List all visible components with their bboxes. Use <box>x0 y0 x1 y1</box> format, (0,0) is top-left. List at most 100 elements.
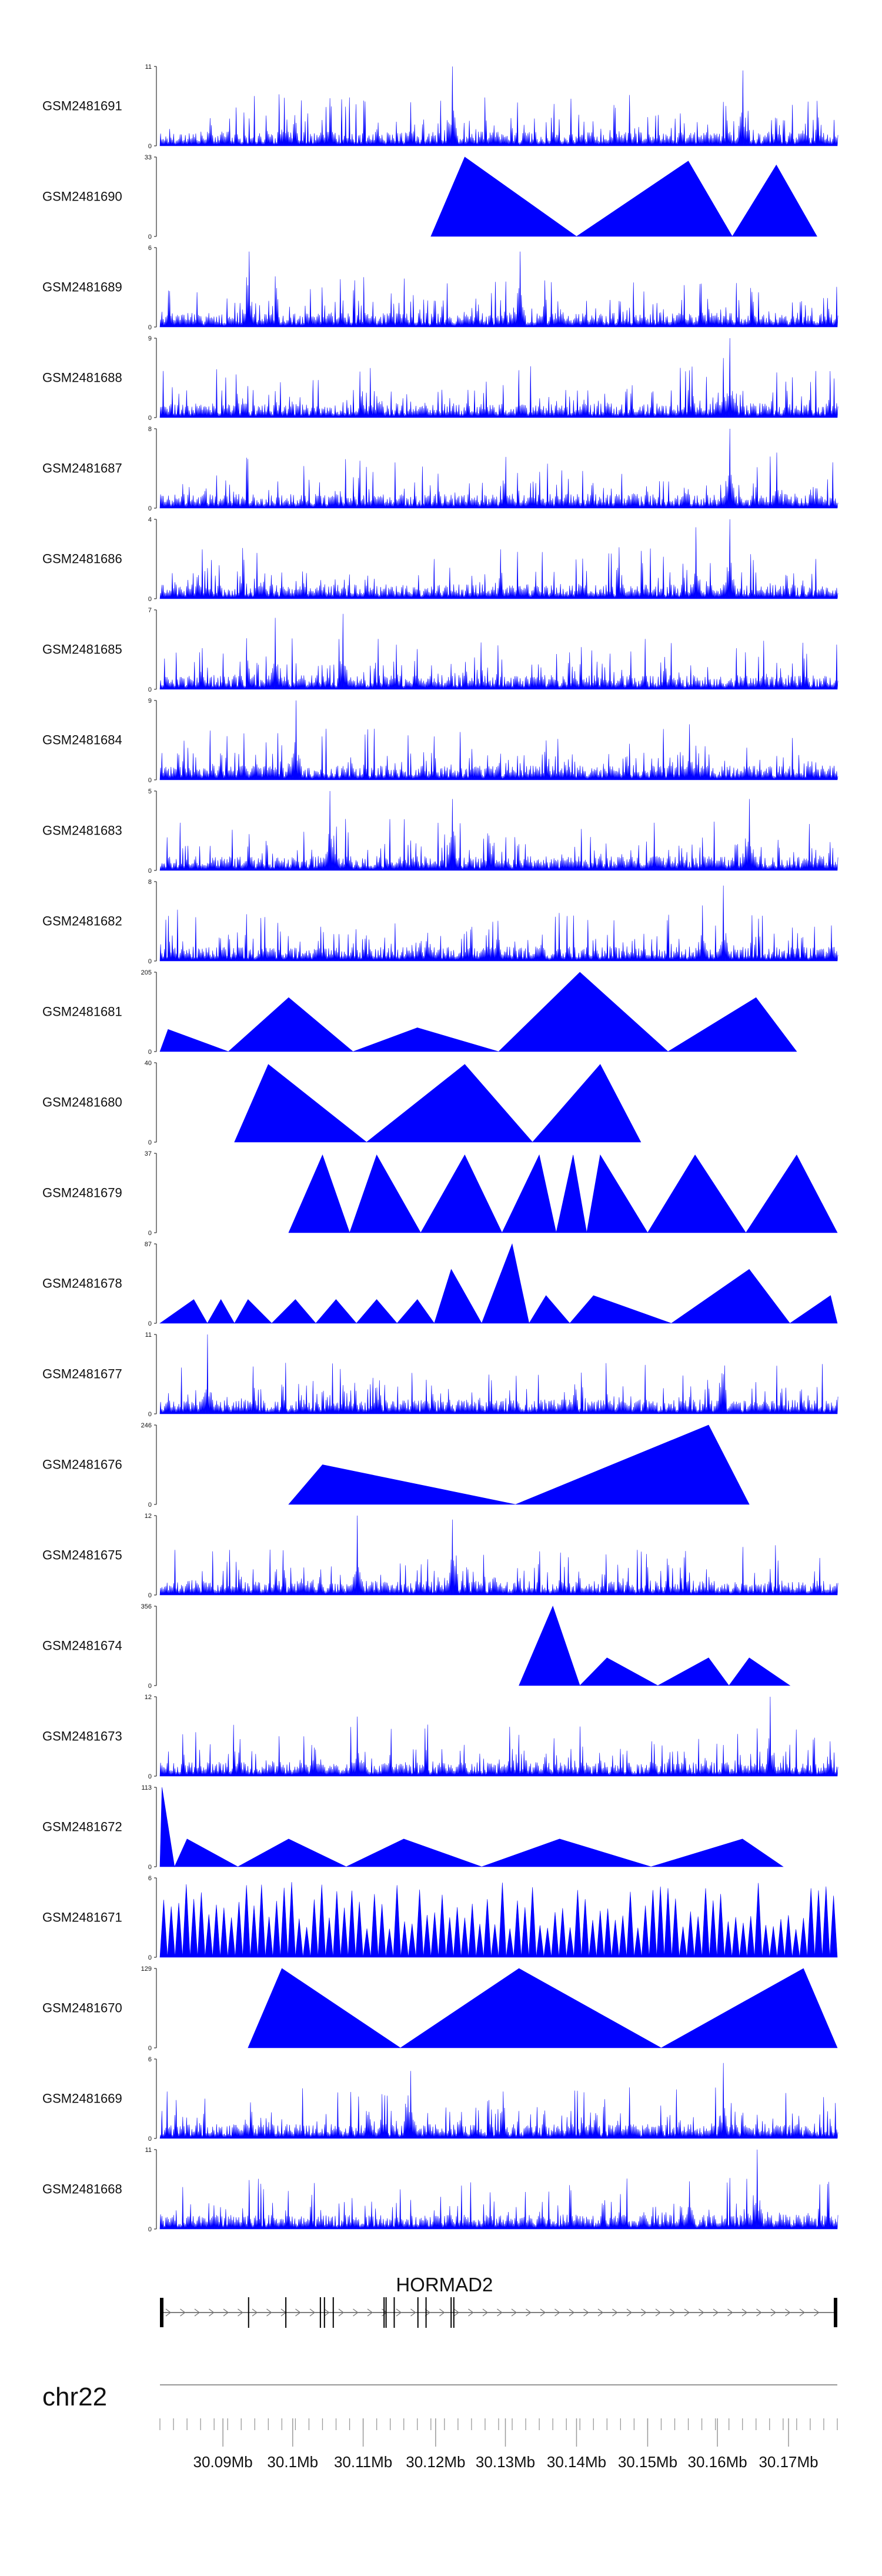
strand-arrow <box>641 2308 647 2317</box>
x-tick-label: 30.14Mb <box>547 2453 606 2471</box>
strand-arrow <box>497 2308 503 2317</box>
strand-arrow <box>597 2308 604 2317</box>
exon <box>385 2297 387 2328</box>
track-label: GSM2481678 <box>42 1276 122 1291</box>
coverage-area <box>288 1154 838 1233</box>
strand-arrow <box>554 2308 560 2317</box>
coverage-area <box>159 885 838 962</box>
y-tick-label-max: 5 <box>148 788 152 795</box>
y-tick-label-min: 0 <box>148 2135 152 2143</box>
y-tick-label-max: 246 <box>141 1422 152 1429</box>
track-label: GSM2481670 <box>42 2001 122 2016</box>
y-tick-label-min: 0 <box>148 1592 152 1599</box>
strand-arrow <box>583 2308 589 2317</box>
track-label: GSM2481680 <box>42 1095 122 1110</box>
y-tick-label-min: 0 <box>148 777 152 784</box>
exon <box>332 2297 334 2328</box>
coverage-area <box>159 972 797 1052</box>
strand-arrow <box>266 2308 272 2317</box>
y-tick-label-max: 11 <box>145 2147 152 2154</box>
x-tick-label: 30.16Mb <box>688 2453 747 2471</box>
x-tick-label: 30.15Mb <box>618 2453 677 2471</box>
y-tick-label-max: 9 <box>148 698 152 705</box>
track-label: GSM2481675 <box>42 1548 122 1563</box>
strand-arrow <box>814 2308 820 2317</box>
y-tick-label-min: 0 <box>148 686 152 693</box>
strand-arrow <box>453 2308 460 2317</box>
y-tick-label-min: 0 <box>148 415 152 422</box>
strand-arrow <box>727 2308 733 2317</box>
y-tick-label-max: 113 <box>141 1784 152 1791</box>
exon <box>453 2297 455 2328</box>
coverage-area <box>159 1696 838 1777</box>
x-tick-label: 30.1Mb <box>267 2453 318 2471</box>
strand-arrow <box>367 2308 373 2317</box>
strand-arrow <box>756 2308 762 2317</box>
gene-name: HORMAD2 <box>396 2274 493 2295</box>
y-tick-label-max: 33 <box>145 154 152 161</box>
track-label: GSM2481669 <box>42 2091 122 2106</box>
strand-arrow <box>569 2308 575 2317</box>
y-tick-label-max: 4 <box>148 516 152 523</box>
strand-arrow <box>713 2308 719 2317</box>
y-tick-label-min: 0 <box>148 596 152 603</box>
y-tick-label-max: 129 <box>141 1966 152 1973</box>
exon <box>417 2297 419 2328</box>
track-label: GSM2481668 <box>42 2182 122 2197</box>
coverage-area <box>234 1064 642 1143</box>
track-label: GSM2481677 <box>42 1367 122 1382</box>
strand-arrow <box>194 2308 201 2317</box>
exon <box>160 2298 163 2327</box>
strand-arrow <box>165 2308 172 2317</box>
strand-arrow <box>439 2308 445 2317</box>
track-label: GSM2481683 <box>42 823 122 838</box>
y-tick-label-min: 0 <box>148 143 152 150</box>
x-tick-label: 30.13Mb <box>476 2453 535 2471</box>
coverage-area <box>159 613 838 690</box>
coverage-area <box>248 1968 838 2048</box>
y-tick-label-max: 37 <box>145 1150 152 1157</box>
strand-arrow <box>410 2308 416 2317</box>
y-tick-label-min: 0 <box>148 1320 152 1327</box>
track-label: GSM2481681 <box>42 1005 122 1019</box>
y-tick-label-min: 0 <box>148 1501 152 1509</box>
x-tick-label: 30.11Mb <box>334 2453 392 2471</box>
coverage-area <box>159 790 838 871</box>
strand-arrow <box>670 2308 676 2317</box>
y-tick-label-min: 0 <box>148 1954 152 1961</box>
y-tick-label-min: 0 <box>148 1683 152 1690</box>
exon <box>323 2297 325 2328</box>
y-tick-label-min: 0 <box>148 2045 152 2052</box>
exon <box>285 2297 287 2328</box>
y-tick-label-min: 0 <box>148 867 152 875</box>
strand-arrow <box>785 2308 791 2317</box>
y-tick-label-max: 8 <box>148 426 152 433</box>
y-tick-label-min: 0 <box>148 1049 152 1056</box>
exon <box>383 2297 385 2328</box>
y-tick-label-max: 356 <box>141 1603 152 1610</box>
coverage-area <box>159 1515 838 1596</box>
strand-arrow <box>699 2308 704 2317</box>
track-label: GSM2481673 <box>42 1729 122 1744</box>
track-label: GSM2481688 <box>42 371 122 385</box>
coverage-area <box>159 66 838 146</box>
strand-arrow <box>353 2308 359 2317</box>
y-tick-label-max: 11 <box>145 64 152 71</box>
strand-arrow <box>209 2308 215 2317</box>
strand-arrow <box>684 2308 690 2317</box>
coverage-area <box>159 1243 838 1324</box>
exon <box>393 2297 395 2328</box>
y-tick-label-min: 0 <box>148 233 152 241</box>
y-tick-label-max: 9 <box>148 335 152 342</box>
track-label: GSM2481682 <box>42 914 122 929</box>
strand-arrow <box>396 2308 402 2317</box>
exon <box>248 2297 249 2328</box>
y-tick-label-min: 0 <box>148 1230 152 1237</box>
coverage-area <box>159 519 838 599</box>
coverage-area <box>159 2149 838 2230</box>
y-tick-label-max: 12 <box>145 1694 152 1701</box>
x-tick-label: 30.09Mb <box>193 2453 253 2471</box>
coverage-area <box>159 338 838 418</box>
y-tick-label-max: 12 <box>145 1513 152 1520</box>
